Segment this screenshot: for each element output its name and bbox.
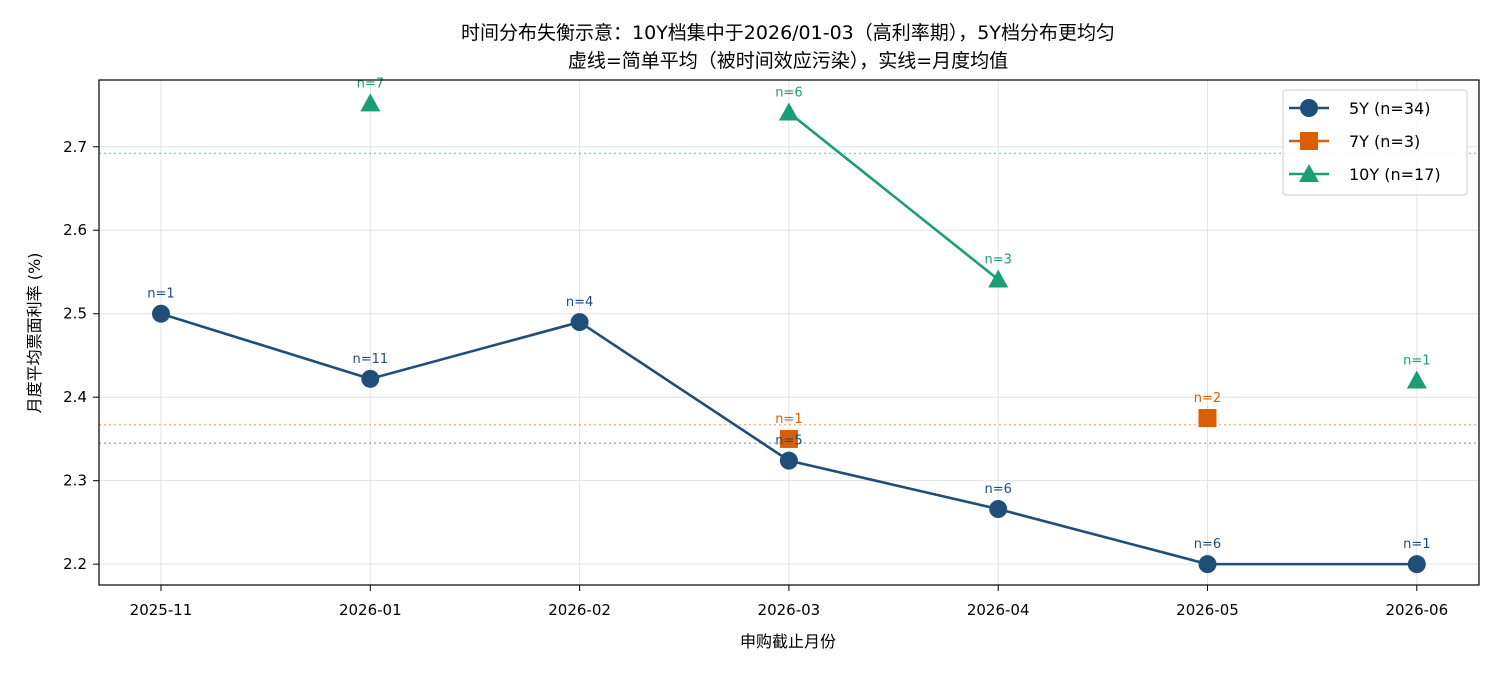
data-point [1406, 370, 1427, 389]
legend-label: 7Y (n=3) [1349, 132, 1420, 151]
legend-label: 10Y (n=17) [1349, 165, 1441, 184]
data-point [779, 451, 798, 470]
legend-marker [1299, 164, 1319, 182]
y-axis-ticks: 2.2 2.3 2.4 2.5 2.6 2.7 [63, 138, 99, 573]
count-label: n=1 [147, 287, 174, 302]
x-tick-label: 2025-11 [130, 601, 193, 619]
data-labels: n=1 n=11 n=4 n=5 n=6 n=6 n=1 n=1 n=2 n=7 n=6 n=3 n=1 [147, 76, 1430, 552]
count-label: n=7 [357, 76, 384, 91]
chart-title-line-1: 时间分布失衡示意：10Y档集中于2026/01-03（高利率期），5Y档分布更均… [461, 22, 1115, 44]
data-point [360, 93, 381, 112]
count-label: n=1 [1403, 537, 1430, 552]
count-label: n=1 [1403, 353, 1430, 368]
data-point [570, 313, 589, 332]
data-point [989, 500, 1008, 519]
grid [99, 80, 1479, 585]
legend-entry-2: 10Y (n=17) [1289, 164, 1441, 184]
y-tick-label: 2.2 [63, 555, 87, 573]
count-label: n=4 [566, 295, 593, 310]
data-point [988, 269, 1009, 288]
series-layer [152, 93, 1427, 574]
series-line-2-1 [788, 111, 1000, 281]
series-0 [152, 304, 1426, 574]
chart-title-line-2: 虚线=简单平均（被时间效应污染），实线=月度均值 [568, 50, 1008, 72]
count-label: n=11 [352, 352, 388, 367]
y-tick-label: 2.5 [63, 305, 87, 323]
series-2 [360, 93, 1427, 389]
data-point [1407, 555, 1426, 574]
y-tick-label: 2.6 [63, 221, 87, 239]
x-tick-label: 2026-02 [548, 601, 611, 619]
count-label: n=6 [984, 482, 1011, 497]
x-tick-label: 2026-04 [967, 601, 1030, 619]
count-label: n=5 [775, 434, 802, 449]
y-axis-label: 月度平均票面利率 (%) [25, 253, 44, 414]
legend-entry-0: 5Y (n=34) [1289, 99, 1430, 118]
count-label: n=2 [1194, 391, 1221, 406]
legend-box [1282, 89, 1468, 196]
series-1 [779, 409, 1217, 448]
data-point [778, 102, 799, 121]
count-label: n=1 [775, 412, 802, 427]
x-tick-label: 2026-03 [758, 601, 821, 619]
legend: 5Y (n=34) 7Y (n=3) 10Y (n=17) [1282, 89, 1468, 196]
data-point [361, 369, 380, 388]
x-axis-ticks: 2025-11 2026-01 2026-02 2026-03 2026-04 2026-… [130, 585, 1448, 619]
data-point [779, 429, 798, 448]
count-label: n=6 [1194, 537, 1221, 552]
x-tick-label: 2026-05 [1176, 601, 1239, 619]
y-tick-label: 2.7 [63, 138, 87, 156]
data-point [1198, 555, 1217, 574]
data-point [152, 304, 170, 323]
y-tick-label: 2.4 [63, 388, 87, 406]
y-tick-label: 2.3 [63, 472, 87, 490]
legend-marker [1300, 99, 1318, 117]
x-tick-label: 2026-01 [339, 601, 402, 619]
legend-label: 5Y (n=34) [1349, 99, 1430, 118]
legend-marker [1300, 132, 1318, 150]
legend-entry-1: 7Y (n=3) [1289, 132, 1420, 151]
x-tick-label: 2026-06 [1385, 601, 1448, 619]
data-point [1198, 409, 1217, 428]
x-axis-label: 申购截止月份 [740, 632, 836, 651]
count-label: n=3 [984, 252, 1011, 267]
count-label: n=6 [775, 86, 802, 101]
